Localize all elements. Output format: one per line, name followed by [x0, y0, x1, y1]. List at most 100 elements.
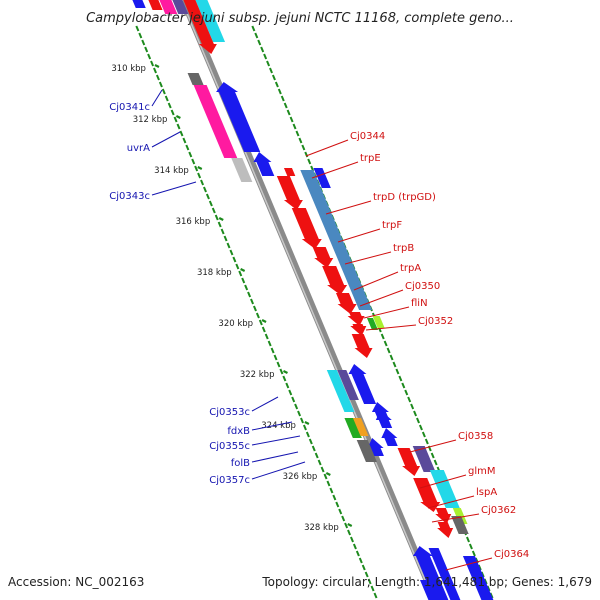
genome-summary-text: Topology: circular; Length: 1,641,481 bp…	[261, 575, 592, 589]
gene-label: Cj0350	[405, 281, 440, 292]
gene-label: lspA	[476, 487, 497, 498]
gene-feature	[451, 516, 469, 534]
strip-border-left	[138, 32, 143, 39]
strip-border-right	[410, 403, 415, 410]
gene-feature	[428, 548, 461, 600]
scale-tick-mark	[282, 370, 288, 374]
strip-border-left	[205, 193, 210, 200]
strip-border-right	[304, 151, 309, 158]
gene-label: Cj0358	[458, 431, 493, 442]
gene-feature	[348, 364, 377, 404]
strip-border-left	[332, 494, 337, 501]
scale-tick-label: 328 kbp	[304, 523, 339, 533]
strip-border-right	[421, 431, 426, 438]
strip-border-right	[283, 102, 288, 109]
gene-label-leader	[251, 461, 306, 480]
gene-label-leader	[151, 89, 163, 107]
gene-feature	[429, 470, 460, 508]
strip-border-right	[280, 95, 285, 102]
gene-feature	[381, 428, 398, 446]
gene-feature	[372, 316, 385, 328]
gene-label-leader	[151, 181, 197, 196]
gene-label: fliN	[411, 298, 428, 309]
strip-border-left	[350, 536, 354, 543]
gene-feature	[283, 168, 296, 176]
strip-border-left	[244, 284, 249, 291]
strip-border-left	[144, 46, 149, 53]
scale-tick-label: 314 kbp	[154, 166, 189, 176]
strip-border-left	[285, 382, 290, 389]
strip-border-left	[320, 466, 325, 473]
gene-label-leader	[325, 200, 372, 215]
gene-label-leader	[353, 271, 399, 291]
gene-feature	[326, 370, 355, 412]
gene-feature	[344, 418, 362, 438]
strip-border-left	[305, 431, 310, 438]
strip-border-right	[307, 158, 312, 165]
strip-border-left	[341, 515, 346, 522]
gene-label-leader	[363, 306, 410, 319]
gene-feature	[159, 0, 178, 14]
strip-border-left	[347, 529, 352, 536]
gene-label: fdxB	[227, 426, 250, 437]
strip-border-left	[226, 242, 231, 249]
gene-label-leader	[251, 451, 299, 463]
scale-tick-label: 326 kbp	[283, 472, 318, 482]
strip-border-right	[468, 543, 473, 550]
gene-feature	[335, 293, 357, 314]
gene-label: Cj0352	[418, 316, 453, 327]
strip-border-right	[413, 410, 418, 417]
gene-label-leader	[365, 324, 417, 331]
strip-border-right	[254, 32, 259, 39]
strip-border-right	[260, 46, 265, 53]
strip-border-right	[466, 536, 470, 543]
strip-border-left	[335, 501, 340, 508]
strip-border-right	[380, 333, 385, 340]
strip-border-right	[395, 368, 400, 375]
strip-border-right	[398, 375, 403, 382]
gene-feature	[352, 418, 369, 436]
strip-border-right	[392, 361, 397, 368]
gene-feature	[413, 478, 441, 512]
gene-feature	[148, 0, 163, 10]
gene-label: uvrA	[127, 143, 150, 154]
scale-tick-label: 310 kbp	[111, 64, 146, 74]
strip-border-right	[471, 550, 476, 557]
strip-border-left	[338, 508, 343, 515]
strip-border-left	[176, 123, 181, 130]
gene-feature	[397, 448, 421, 476]
accession-text: Accession: NC_002163	[8, 575, 144, 589]
strip-border-left	[197, 172, 202, 179]
scale-tick-label: 316 kbp	[176, 217, 211, 227]
strip-border-left	[203, 186, 207, 193]
strip-border-left	[329, 487, 334, 494]
scale-tick-mark	[154, 64, 160, 68]
strip-border-left	[276, 361, 281, 368]
strip-border-left	[311, 445, 316, 452]
strip-border-left	[344, 522, 349, 529]
scale-tick-mark	[218, 217, 224, 221]
scale-tick-label: 322 kbp	[240, 370, 275, 380]
strip-border-right	[277, 88, 282, 95]
gene-feature	[276, 176, 303, 210]
gene-feature	[350, 324, 367, 336]
gene-label: Cj0344	[350, 131, 385, 142]
strip-border-left	[364, 571, 369, 578]
strip-border-left	[153, 67, 157, 74]
gene-feature	[187, 73, 204, 85]
gene-label-leader	[431, 513, 480, 523]
gene-label: Cj0364	[494, 549, 529, 560]
strip-border-left	[217, 221, 222, 228]
strip-border-left	[185, 144, 190, 151]
gene-label: Cj0355c	[209, 441, 250, 452]
strip-border-left	[273, 354, 278, 361]
strip-border-left	[164, 95, 169, 102]
gene-label: trpB	[393, 243, 414, 254]
map-title: Campylobacter jejuni subsp. jejuni NCTC …	[86, 11, 514, 26]
strip-border-left	[308, 438, 313, 445]
strip-border-right	[389, 354, 394, 361]
gene-label-leader	[445, 557, 493, 571]
gene-label: trpA	[400, 263, 421, 274]
strip-border-right	[295, 130, 300, 137]
strip-border-left	[155, 74, 160, 81]
